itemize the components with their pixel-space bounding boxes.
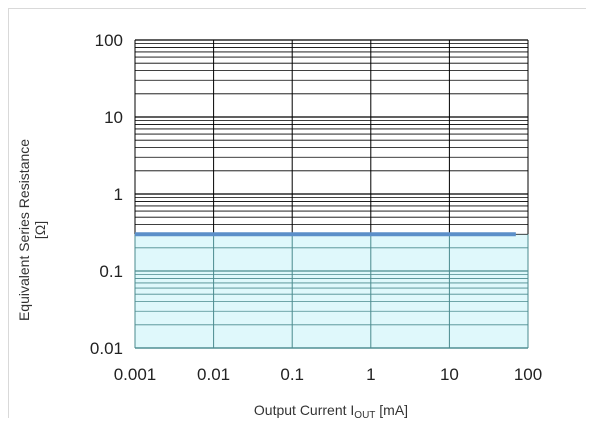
x-tick-label: 100 [514, 365, 542, 384]
y-tick-label: 0.1 [99, 262, 123, 281]
y-axis-title-line-2: [Ω] [32, 221, 48, 239]
y-tick-label: 10 [104, 108, 123, 127]
x-axis-title: Output Current IOUT [mA] [254, 402, 408, 421]
y-axis-title: Equivalent Series Resistance [Ω] [16, 139, 48, 321]
stable-region-fill-0 [135, 234, 528, 348]
y-tick-label: 100 [95, 31, 123, 50]
y-tick-label: 1 [114, 185, 123, 204]
x-tick-label: 0.1 [280, 365, 304, 384]
x-tick-label: 1 [366, 365, 375, 384]
x-tick-label: 10 [440, 365, 459, 384]
y-axis-title-line-1: Equivalent Series Resistance [16, 139, 32, 321]
x-tick-label: 0.01 [197, 365, 230, 384]
chart-frame [8, 8, 586, 418]
y-tick-label: 0.01 [90, 339, 123, 358]
x-tick-label: 0.001 [114, 365, 157, 384]
